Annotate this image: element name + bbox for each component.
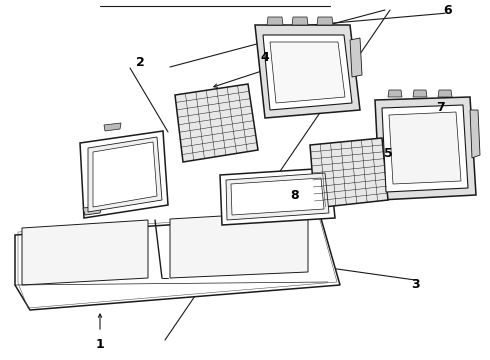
Polygon shape [83, 206, 102, 215]
Text: 2: 2 [136, 55, 145, 68]
Polygon shape [231, 178, 324, 215]
Text: 8: 8 [291, 189, 299, 202]
Polygon shape [263, 35, 352, 110]
Polygon shape [438, 90, 452, 97]
Polygon shape [22, 220, 148, 285]
Polygon shape [389, 112, 461, 184]
Polygon shape [220, 168, 335, 225]
Polygon shape [228, 199, 246, 208]
Text: 5: 5 [384, 147, 392, 159]
Polygon shape [382, 105, 468, 192]
Polygon shape [375, 97, 476, 200]
Text: 6: 6 [443, 4, 452, 17]
Polygon shape [388, 90, 402, 97]
Polygon shape [270, 42, 345, 103]
Polygon shape [175, 84, 258, 162]
Polygon shape [255, 25, 360, 118]
Text: 3: 3 [411, 279, 419, 292]
Polygon shape [93, 142, 157, 207]
Polygon shape [88, 137, 162, 212]
Text: 7: 7 [436, 100, 444, 113]
Polygon shape [80, 131, 168, 218]
Polygon shape [350, 38, 362, 77]
Polygon shape [292, 17, 308, 25]
Polygon shape [317, 17, 333, 25]
Polygon shape [267, 17, 283, 25]
Polygon shape [470, 110, 480, 158]
Polygon shape [15, 215, 340, 310]
Polygon shape [170, 211, 308, 278]
Polygon shape [226, 173, 329, 220]
Text: 4: 4 [261, 50, 270, 63]
Polygon shape [310, 138, 388, 208]
Polygon shape [104, 123, 121, 131]
Text: 1: 1 [96, 338, 104, 351]
Polygon shape [413, 90, 427, 97]
